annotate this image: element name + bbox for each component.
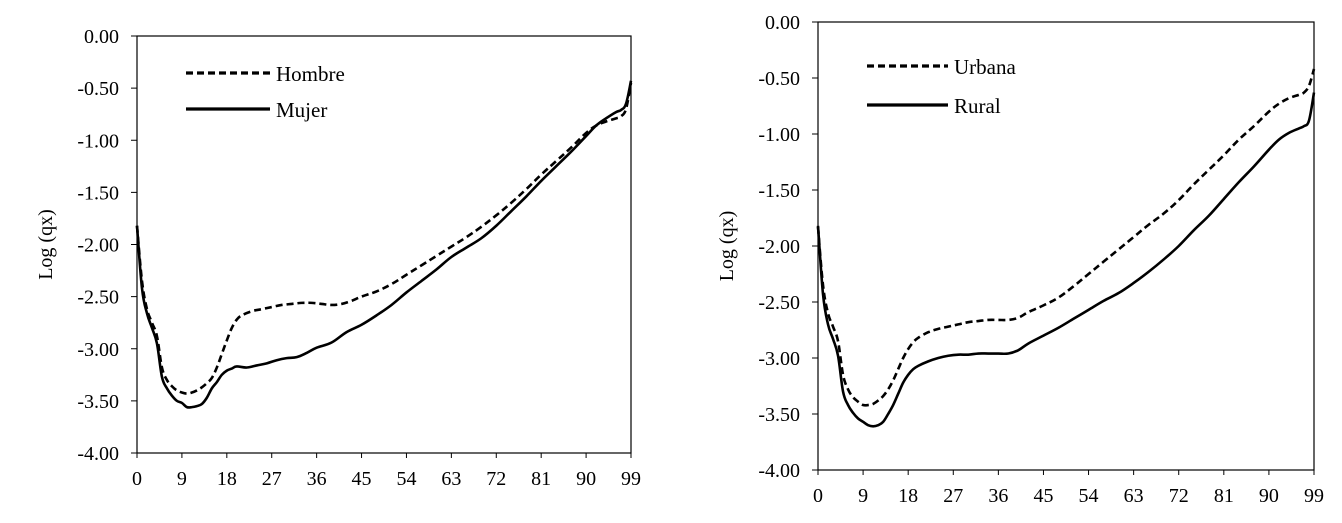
x-tick-label: 99 xyxy=(1304,485,1324,507)
series-line-rural xyxy=(816,92,1316,428)
legend-label-urbana: Urbana xyxy=(954,55,1016,79)
x-tick-label: 0 xyxy=(813,485,823,507)
x-tick-label: 63 xyxy=(1124,485,1144,507)
y-tick-label: -0.50 xyxy=(758,68,800,90)
y-tick-label: -1.50 xyxy=(758,180,800,202)
x-tick-label: 54 xyxy=(1079,485,1099,507)
y-tick-label: -2.00 xyxy=(758,236,800,258)
y-axis-label: Log (qx) xyxy=(35,209,57,280)
x-tick-label: 90 xyxy=(1259,485,1279,507)
chart-urbana-rural: 0.00 -0.50 -1.00 -1.50 -2.00 -2.50 -3.00 -3.50 -… xyxy=(716,12,1324,507)
chart-hombre-mujer: 0.00 -0.50 -1.00 -1.50 -2.00 -2.50 -3.00 -3.50 -… xyxy=(35,26,641,490)
x-tick-label: 99 xyxy=(621,468,641,490)
series-line-hombre xyxy=(135,82,633,395)
x-tick-label: 72 xyxy=(1169,485,1189,507)
y-tick-label: -1.00 xyxy=(77,130,119,152)
x-tick-label: 81 xyxy=(1214,485,1234,507)
legend-label-mujer: Mujer xyxy=(276,98,327,122)
y-tick-label: -3.00 xyxy=(758,348,800,370)
y-axis-label: Log (qx) xyxy=(716,211,738,282)
x-tick-label: 54 xyxy=(396,468,416,490)
x-tick-label: 45 xyxy=(352,468,372,490)
x-tick-label: 36 xyxy=(988,485,1008,507)
x-tick-label: 0 xyxy=(132,468,142,490)
x-tick-label: 81 xyxy=(531,468,551,490)
y-tick-label: 0.00 xyxy=(84,26,119,48)
x-tick-label: 36 xyxy=(307,468,327,490)
y-tick-label: -0.50 xyxy=(77,78,119,100)
y-tick-label: -4.00 xyxy=(77,443,119,465)
series-line-mujer xyxy=(135,80,633,409)
y-tick-label: -2.50 xyxy=(77,287,119,309)
x-tick-label: 18 xyxy=(898,485,918,507)
y-tick-label: -3.50 xyxy=(77,391,119,413)
legend-label-rural: Rural xyxy=(954,94,1001,118)
y-tick-label: -3.50 xyxy=(758,404,800,426)
plot-frame xyxy=(817,21,1315,471)
y-tick-label: -3.00 xyxy=(77,339,119,361)
x-tick-label: 9 xyxy=(177,468,187,490)
x-tick-label: 45 xyxy=(1033,485,1053,507)
y-tick-label: 0.00 xyxy=(765,12,800,34)
series-line-urbana xyxy=(816,68,1316,407)
x-tick-label: 27 xyxy=(262,468,282,490)
x-tick-label: 90 xyxy=(576,468,596,490)
y-tick-label: -1.50 xyxy=(77,182,119,204)
legend-label-hombre: Hombre xyxy=(276,62,345,86)
x-tick-label: 72 xyxy=(486,468,506,490)
x-tick-label: 18 xyxy=(217,468,237,490)
y-tick-label: -2.50 xyxy=(758,292,800,314)
x-tick-label: 63 xyxy=(441,468,461,490)
y-tick-label: -1.00 xyxy=(758,124,800,146)
x-tick-label: 27 xyxy=(943,485,963,507)
x-tick-label: 9 xyxy=(858,485,868,507)
y-tick-label: -4.00 xyxy=(758,460,800,482)
y-tick-label: -2.00 xyxy=(77,235,119,257)
